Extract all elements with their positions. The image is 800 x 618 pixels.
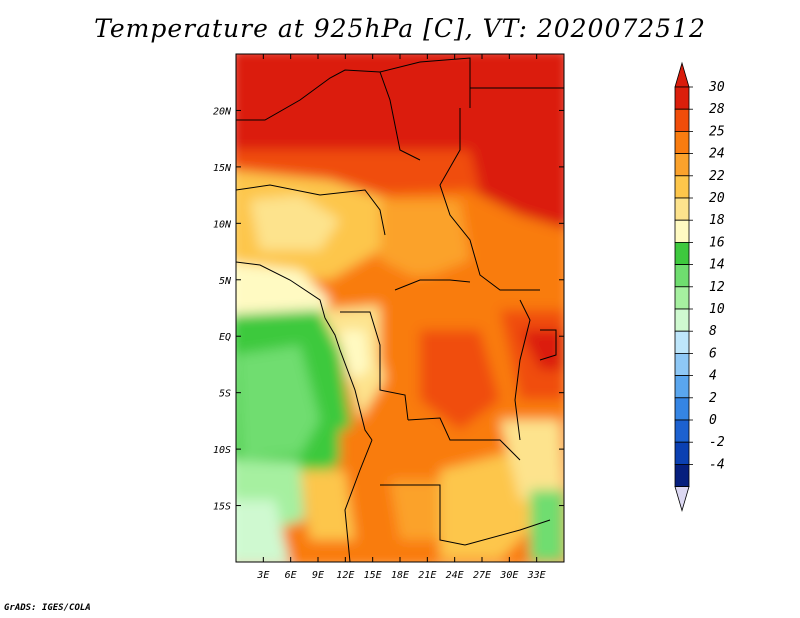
colorbar-swatch bbox=[674, 463, 690, 487]
colorbar-label: 8 bbox=[709, 324, 717, 339]
colorbar-swatch bbox=[674, 86, 690, 110]
colorbar-swatch bbox=[674, 219, 690, 243]
lat-tick-label: 5N bbox=[219, 276, 232, 287]
colorbar-label: 16 bbox=[709, 235, 725, 250]
colorbar-label: 18 bbox=[709, 213, 725, 228]
colorbar-swatch bbox=[674, 308, 690, 332]
colorbar-label: -4 bbox=[709, 457, 725, 472]
colorbar-swatch bbox=[674, 397, 690, 421]
lon-tick-label: 6E bbox=[285, 570, 297, 581]
colorbar-swatch bbox=[674, 108, 690, 132]
colorbar-label: 2 bbox=[709, 391, 717, 406]
colorbar-swatch bbox=[674, 153, 690, 177]
lon-tick-label: 9E bbox=[312, 570, 324, 581]
colorbar-label: 24 bbox=[709, 147, 725, 162]
colorbar-swatch bbox=[674, 375, 690, 399]
colorbar-label: 0 bbox=[709, 413, 717, 428]
lon-tick-label: 15E bbox=[364, 570, 382, 581]
colorbar-swatch bbox=[674, 286, 690, 310]
lon-tick-label: 27E bbox=[473, 570, 491, 581]
lat-tick-label: EQ bbox=[219, 332, 231, 343]
lon-tick-label: 24E bbox=[446, 570, 464, 581]
lat-tick-label: 10S bbox=[213, 445, 231, 456]
colorbar-label: 22 bbox=[709, 169, 725, 184]
lon-tick-label: 33E bbox=[527, 570, 546, 581]
colorbar-label: 10 bbox=[709, 302, 725, 317]
lon-tick-label: 12E bbox=[336, 570, 354, 581]
colorbar-swatch bbox=[674, 419, 690, 443]
axis-ticks: 3E 6E 9E 12E 15E 18E 21E 24E 27E 30E 33E 20N 15N 10N 5… bbox=[213, 54, 564, 581]
colorbar-swatch bbox=[674, 175, 690, 199]
lat-tick-label: 15N bbox=[213, 163, 232, 174]
colorbar-label: 6 bbox=[709, 346, 717, 361]
colorbar-swatch bbox=[674, 330, 690, 354]
colorbar-label: 14 bbox=[709, 258, 725, 273]
colorbar-label: 4 bbox=[709, 369, 717, 384]
lat-tick-label: 15S bbox=[213, 502, 231, 513]
colorbar-label: 30 bbox=[708, 80, 725, 95]
colorbar-swatch bbox=[674, 197, 690, 221]
country-borders bbox=[236, 57, 564, 562]
lon-tick-label: 18E bbox=[391, 570, 409, 581]
temperature-field bbox=[236, 54, 564, 562]
colorbar-swatch bbox=[674, 264, 690, 288]
colorbar-swatch bbox=[674, 352, 690, 376]
lon-tick-label: 3E bbox=[256, 570, 269, 581]
lat-tick-label: 10N bbox=[213, 219, 232, 230]
lon-tick-label: 21E bbox=[418, 570, 436, 581]
colorbar-label: 28 bbox=[709, 102, 725, 117]
map-title: Temperature at 925hPa [C], VT: 202007251… bbox=[94, 14, 706, 43]
colorbar-label: 25 bbox=[709, 124, 725, 139]
colorbar-bottom-arrow bbox=[674, 486, 690, 513]
colorbar-swatch bbox=[674, 241, 690, 265]
lat-tick-label: 20N bbox=[213, 106, 232, 117]
colorbar-label: 12 bbox=[709, 280, 725, 295]
lon-tick-label: 30E bbox=[499, 570, 518, 581]
lat-tick-label: 5S bbox=[219, 389, 231, 400]
colorbar-label: -2 bbox=[709, 435, 725, 450]
colorbar-swatch bbox=[674, 130, 690, 154]
colorbar-swatch bbox=[674, 441, 690, 465]
grads-credit: GrADS: IGES/COLA bbox=[4, 603, 91, 613]
colorbar-top-arrow bbox=[674, 61, 690, 88]
colorbar-label: 20 bbox=[709, 191, 725, 206]
